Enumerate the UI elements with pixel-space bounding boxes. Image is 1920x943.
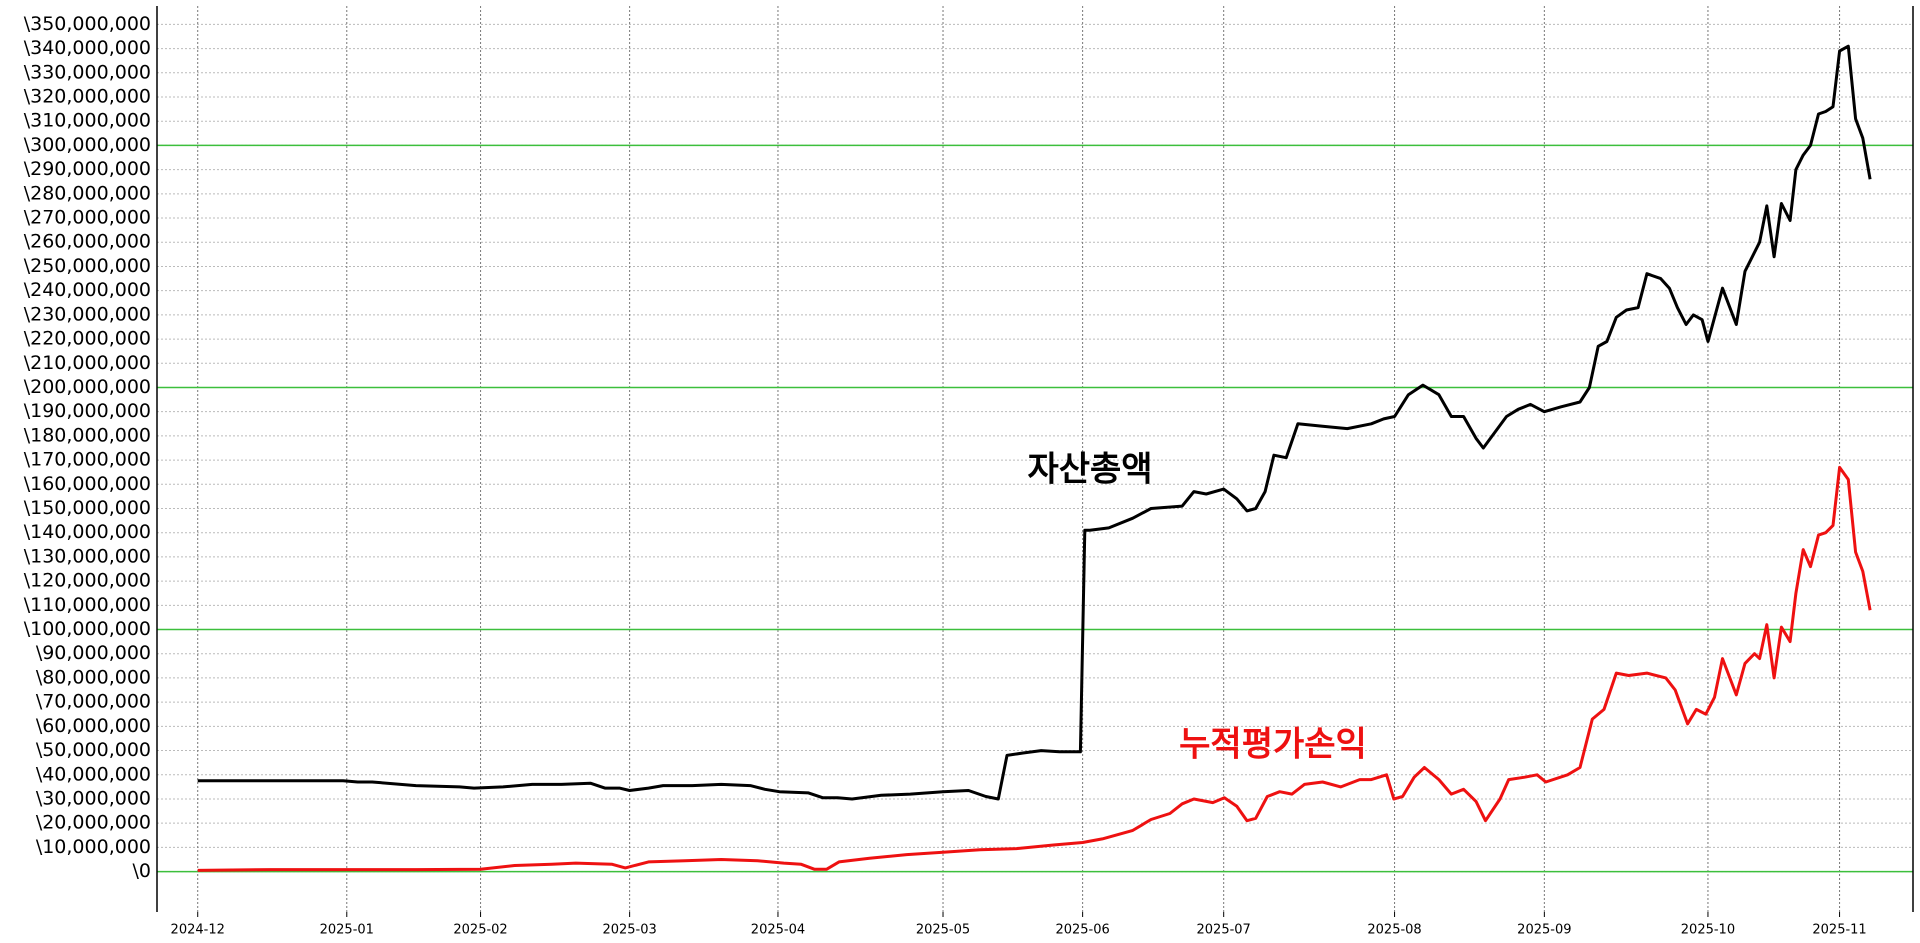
x-tick-label: 2025-01 <box>320 923 374 938</box>
y-tick-label: \30,000,000 <box>36 787 151 809</box>
y-tick-label: \290,000,000 <box>24 158 151 180</box>
y-tick-label: \120,000,000 <box>24 570 151 592</box>
series-annotation: 자산총액 <box>1027 450 1152 490</box>
y-tick-label: \60,000,000 <box>36 715 151 737</box>
y-tick-label: \140,000,000 <box>24 521 151 543</box>
y-tick-label: \100,000,000 <box>24 618 151 640</box>
x-tick-label: 2025-07 <box>1197 923 1251 938</box>
y-tick-label: \270,000,000 <box>24 207 151 229</box>
y-tick-label: \220,000,000 <box>24 328 151 350</box>
x-tick-label: 2025-03 <box>602 923 656 938</box>
y-tick-label: \80,000,000 <box>36 666 151 688</box>
x-tick-label: 2025-06 <box>1055 923 1109 938</box>
series-annotation: 누적평가손익 <box>1179 725 1367 765</box>
x-tick-label: 2025-08 <box>1367 923 1421 938</box>
y-tick-label: \130,000,000 <box>24 545 151 567</box>
x-tick-label: 2025-09 <box>1517 923 1571 938</box>
y-tick-label: \230,000,000 <box>24 303 151 325</box>
y-tick-label: \320,000,000 <box>24 86 151 108</box>
y-tick-label: \190,000,000 <box>24 400 151 422</box>
y-tick-label: \110,000,000 <box>24 594 151 616</box>
data-line <box>197 465 1872 872</box>
y-tick-label: \350,000,000 <box>24 13 151 35</box>
y-tick-label: \40,000,000 <box>36 763 151 785</box>
x-tick-label: 2025-11 <box>1812 923 1866 938</box>
x-tick-label: 2025-02 <box>453 923 507 938</box>
y-tick-label: \240,000,000 <box>24 279 151 301</box>
x-tick-label: 2025-10 <box>1681 923 1735 938</box>
y-tick-label: \90,000,000 <box>36 642 151 664</box>
y-tick-label: \150,000,000 <box>24 497 151 519</box>
x-tick-label: 2024-12 <box>171 923 225 938</box>
y-tick-label: \180,000,000 <box>24 424 151 446</box>
y-tick-label: \330,000,000 <box>24 61 151 83</box>
y-tick-label: \70,000,000 <box>36 691 151 713</box>
y-tick-label: \160,000,000 <box>24 473 151 495</box>
y-tick-label: \210,000,000 <box>24 352 151 374</box>
y-tick-label: \0 <box>133 860 152 882</box>
y-tick-label: \340,000,000 <box>24 37 151 59</box>
y-tick-label: \250,000,000 <box>24 255 151 277</box>
y-tick-label: \310,000,000 <box>24 110 151 132</box>
y-tick-label: \170,000,000 <box>24 449 151 471</box>
data-line <box>197 44 1872 801</box>
y-tick-label: \260,000,000 <box>24 231 151 253</box>
y-tick-label: \200,000,000 <box>24 376 151 398</box>
y-tick-label: \50,000,000 <box>36 739 151 761</box>
y-tick-label: \280,000,000 <box>24 182 151 204</box>
y-tick-label: \10,000,000 <box>36 836 151 858</box>
x-tick-label: 2025-05 <box>916 923 970 938</box>
y-tick-label: \20,000,000 <box>36 812 151 834</box>
y-tick-label: \300,000,000 <box>24 134 151 156</box>
x-tick-label: 2025-04 <box>751 923 805 938</box>
